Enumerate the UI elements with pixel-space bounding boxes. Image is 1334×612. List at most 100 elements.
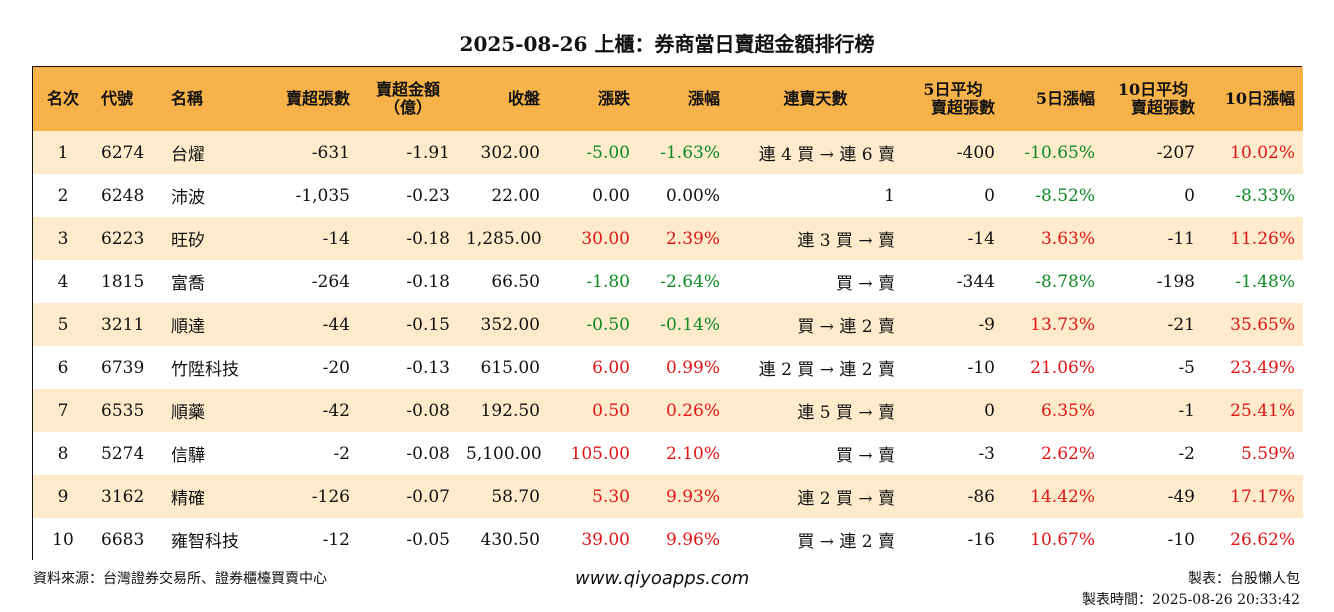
pct10-cell: -8.33% xyxy=(1235,185,1295,206)
code-cell: 3211 xyxy=(101,314,145,335)
header-avg5-line2: 賣超張數 xyxy=(930,98,995,117)
table-row: 2 6248 沛波 -1,035 -0.23 22.00 0.00 0.00% 1 0 -8.52%… xyxy=(33,174,1303,217)
streak-cell: 買 → 賣 xyxy=(835,446,895,466)
pct10-cell: 17.17% xyxy=(1230,486,1295,507)
table-body: 1 6274 台燿 -631 -1.91 302.00 -5.00 -1.63% 連 4 買 →… xyxy=(33,131,1303,561)
close-cell: 352.00 xyxy=(480,314,540,335)
name-cell: 信驊 xyxy=(171,446,205,466)
name-cell: 台燿 xyxy=(171,145,205,165)
code-cell: 6223 xyxy=(101,228,145,249)
header-name: 名稱 xyxy=(171,89,204,108)
avg5-cell: 0 xyxy=(984,185,995,206)
net-sell-amount-cell: -1.91 xyxy=(406,142,450,163)
close-cell: 22.00 xyxy=(491,185,540,206)
close-cell: 58.70 xyxy=(491,486,540,507)
change-cell: 39.00 xyxy=(581,529,630,550)
header-rank: 名次 xyxy=(46,89,79,108)
streak-cell: 連 4 買 → 連 6 賣 xyxy=(758,145,895,165)
header-pct10: 10日漲幅 xyxy=(1224,89,1295,108)
avg10-cell: -49 xyxy=(1167,486,1195,507)
table-header-row: 名次 代號 名稱 賣超張數 賣超金額 （億） 收盤 漲跌 漲幅 連賣天數 5日平… xyxy=(33,67,1303,131)
pct10-cell: 26.62% xyxy=(1230,529,1295,550)
avg5-cell: 0 xyxy=(984,400,995,421)
header-pct5: 5日漲幅 xyxy=(1035,89,1095,108)
avg10-cell: -2 xyxy=(1178,443,1195,464)
avg10-cell: -207 xyxy=(1156,142,1195,163)
code-cell: 1815 xyxy=(101,271,145,292)
made-time: 製表時間：2025-08-26 20:33:42 xyxy=(1081,592,1300,608)
avg10-cell: -5 xyxy=(1178,357,1195,378)
change-cell: -5.00 xyxy=(586,142,630,163)
rank-cell: 1 xyxy=(57,142,69,163)
page-title: 2025-08-26 上櫃：券商當日賣超金額排行榜 xyxy=(459,32,875,56)
close-cell: 1,285.00 xyxy=(466,228,542,249)
header-net-sell-lots: 賣超張數 xyxy=(285,89,350,108)
header-streak: 連賣天數 xyxy=(783,89,848,108)
header-avg10-line2: 賣超張數 xyxy=(1130,98,1195,117)
rank-cell: 4 xyxy=(57,271,69,292)
rank-cell: 5 xyxy=(57,314,69,335)
pct5-cell: 10.67% xyxy=(1030,529,1095,550)
change-cell: -1.80 xyxy=(586,271,630,292)
rank-cell: 7 xyxy=(57,400,69,421)
table-row: 5 3211 順達 -44 -0.15 352.00 -0.50 -0.14% 買 → 連 2 … xyxy=(33,303,1303,346)
rank-cell: 6 xyxy=(57,357,69,378)
ranking-table-container: 名次 代號 名稱 賣超張數 賣超金額 （億） 收盤 漲跌 漲幅 連賣天數 5日平… xyxy=(32,66,1303,561)
header-avg5-line1: 5日平均 xyxy=(923,80,983,99)
code-cell: 3162 xyxy=(101,486,145,507)
close-cell: 66.50 xyxy=(491,271,540,292)
name-cell: 富喬 xyxy=(171,274,205,294)
change-pct-cell: 9.96% xyxy=(665,529,720,550)
avg10-cell: -1 xyxy=(1178,400,1195,421)
net-sell-lots-cell: -20 xyxy=(322,357,350,378)
net-sell-lots-cell: -264 xyxy=(311,271,350,292)
net-sell-amount-cell: -0.13 xyxy=(406,357,450,378)
header-avg10-line1: 10日平均 xyxy=(1117,80,1189,99)
table-row: 9 3162 精確 -126 -0.07 58.70 5.30 9.93% 連 2 買 → 賣 -… xyxy=(33,475,1303,518)
maker-credit: 製表：台股懶人包 xyxy=(1188,571,1300,587)
change-pct-cell: 0.26% xyxy=(665,400,720,421)
name-cell: 精確 xyxy=(171,489,205,509)
avg5-cell: -3 xyxy=(978,443,995,464)
avg5-cell: -400 xyxy=(956,142,995,163)
streak-cell: 連 2 買 → 賣 xyxy=(797,489,895,509)
avg10-cell: -10 xyxy=(1167,529,1195,550)
change-cell: 0.00 xyxy=(592,185,630,206)
website-link[interactable]: www.qiyoapps.com xyxy=(575,568,750,589)
change-cell: 0.50 xyxy=(592,400,630,421)
header-close: 收盤 xyxy=(507,89,540,108)
streak-cell: 買 → 連 2 賣 xyxy=(797,317,895,337)
pct10-cell: 11.26% xyxy=(1230,228,1295,249)
close-cell: 5,100.00 xyxy=(466,443,542,464)
pct10-cell: 23.49% xyxy=(1230,357,1295,378)
avg10-cell: -21 xyxy=(1167,314,1195,335)
code-cell: 6274 xyxy=(101,142,145,163)
change-pct-cell: 0.99% xyxy=(665,357,720,378)
net-sell-amount-cell: -0.18 xyxy=(406,271,450,292)
name-cell: 順達 xyxy=(171,317,205,337)
header-change-pct: 漲幅 xyxy=(687,89,720,108)
pct5-cell: -8.52% xyxy=(1035,185,1095,206)
header-net-sell-amount-line2: （億） xyxy=(383,98,432,117)
close-cell: 430.50 xyxy=(480,529,540,550)
avg5-cell: -344 xyxy=(956,271,995,292)
ranking-table: 名次 代號 名稱 賣超張數 賣超金額 （億） 收盤 漲跌 漲幅 連賣天數 5日平… xyxy=(33,67,1303,561)
close-cell: 192.50 xyxy=(480,400,540,421)
avg5-cell: -14 xyxy=(967,228,995,249)
pct10-cell: 25.41% xyxy=(1230,400,1295,421)
table-row: 10 6683 雍智科技 -12 -0.05 430.50 39.00 9.96% 買 → 連 … xyxy=(33,518,1303,561)
avg10-cell: -198 xyxy=(1156,271,1195,292)
streak-cell: 連 5 買 → 賣 xyxy=(797,403,895,423)
rank-cell: 3 xyxy=(57,228,69,249)
pct5-cell: 3.63% xyxy=(1040,228,1095,249)
pct5-cell: 21.06% xyxy=(1030,357,1095,378)
change-cell: 5.30 xyxy=(592,486,630,507)
change-pct-cell: -1.63% xyxy=(660,142,720,163)
change-pct-cell: -2.64% xyxy=(660,271,720,292)
code-cell: 6739 xyxy=(101,357,145,378)
header-net-sell-amount: 賣超金額 （億） xyxy=(358,67,458,131)
streak-cell: 連 3 買 → 賣 xyxy=(797,231,895,251)
rank-cell: 9 xyxy=(57,486,69,507)
net-sell-amount-cell: -0.05 xyxy=(406,529,450,550)
change-cell: 30.00 xyxy=(581,228,630,249)
